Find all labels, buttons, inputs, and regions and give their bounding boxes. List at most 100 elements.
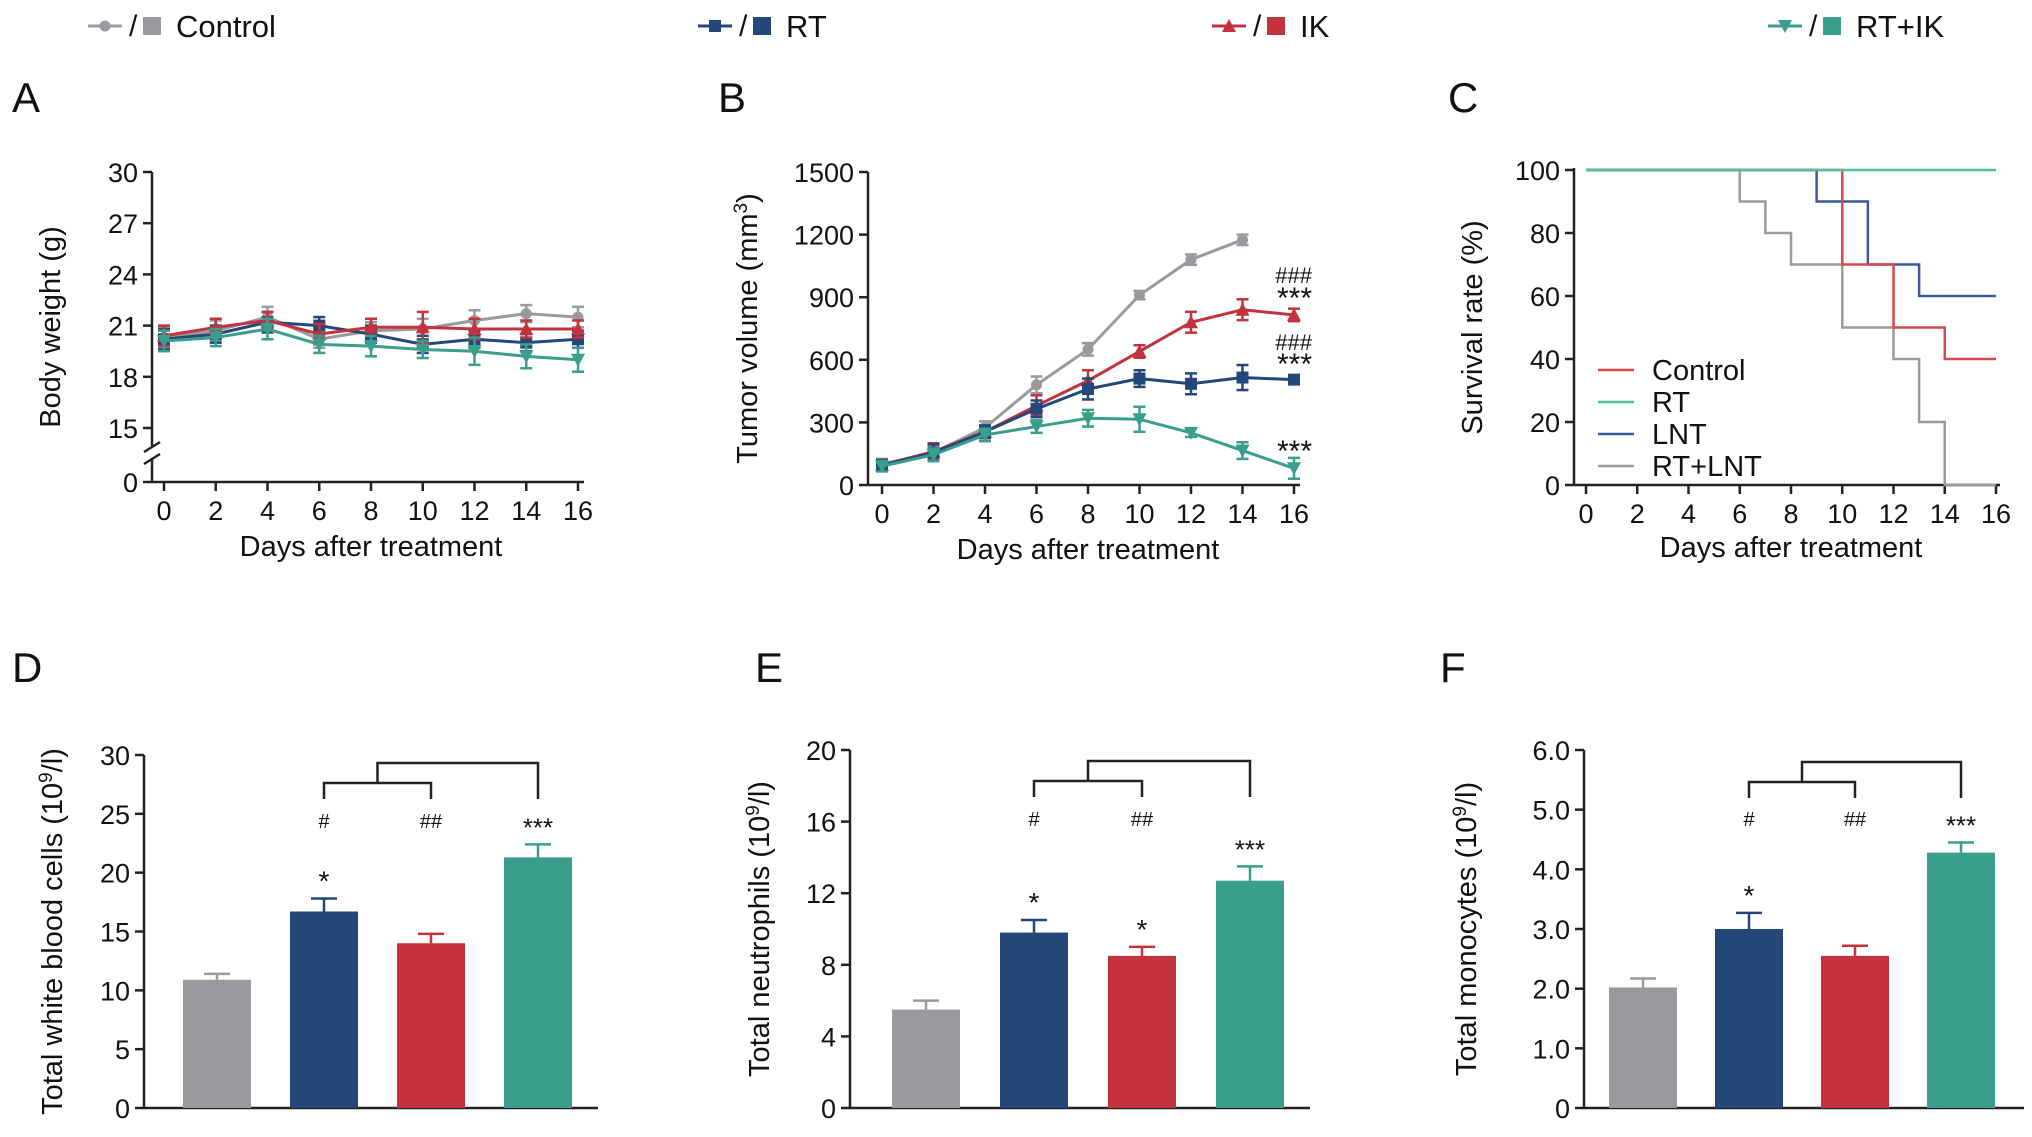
y-tick-label: 15 [100, 918, 130, 948]
legend-sep-control: / [129, 10, 138, 43]
y-tick-label: 20 [1530, 408, 1560, 438]
data-point-ik [364, 320, 378, 334]
y-axis-title: Total white blood cells (109/l) [36, 748, 69, 1115]
x-tick-label: 16 [1981, 499, 2011, 529]
y-axis-title: Body weight (g) [35, 226, 67, 428]
bar-control [892, 1009, 960, 1108]
x-tick-label: 8 [1783, 499, 1798, 529]
x-tick-label: 14 [1930, 499, 1960, 529]
y-tick-label: 18 [108, 363, 138, 393]
legend-square-control [143, 17, 161, 35]
y-tick-label: 20 [100, 859, 130, 889]
data-point-rt [1133, 372, 1146, 385]
y-tick-label: 5 [115, 1035, 130, 1065]
y-tick-label: 10 [100, 976, 130, 1006]
legend-marker-ik [1222, 19, 1236, 32]
panel-f: F 0 1.0 2.0 3.0 4.0 5.0 6.0 Total monocytes (109… [1440, 644, 2024, 1124]
y-axis-title: Survival rate (%) [1457, 220, 1489, 434]
legend-label: RT+LNT [1652, 451, 1762, 483]
y-tick-label: 5.0 [1532, 796, 1570, 826]
legend-label-rtik: RT+IK [1856, 9, 1944, 44]
legend-sep-rt: / [739, 10, 748, 43]
panel-letter: B [718, 74, 746, 121]
y-tick-label: 1200 [794, 221, 854, 251]
significance-hash: ## [1131, 809, 1154, 831]
data-point-rtik [312, 338, 327, 352]
data-point-rt [1185, 377, 1197, 390]
panel-b: B 0 300 600 900 1200 1500 0 2 4 6 8 10 12 14 16 Days aft… [718, 74, 1313, 566]
x-tick-label: 6 [312, 496, 327, 526]
bar-ik [1821, 955, 1889, 1108]
significance-star: * [1029, 887, 1040, 918]
y-tick-label: 30 [108, 158, 138, 188]
bar-rt [1715, 929, 1783, 1108]
significance-star: * [319, 866, 330, 897]
data-point-rtik [978, 428, 992, 442]
y-tick-label: 40 [1530, 345, 1560, 375]
x-tick-label: 4 [977, 499, 992, 529]
data-point-rtik [1132, 413, 1147, 427]
x-tick-label: 12 [459, 496, 489, 526]
significance-label: ### [1275, 263, 1312, 288]
y-tick-label: 16 [806, 808, 836, 838]
significance-star: * [1137, 914, 1148, 945]
significance-hash: # [318, 811, 330, 833]
significance-hash: # [1028, 809, 1040, 831]
data-point-rtik [1081, 412, 1095, 426]
data-point-rt [1236, 371, 1249, 384]
panel-letter: A [12, 74, 40, 121]
data-point-control [1134, 289, 1145, 301]
legend-label: LNT [1652, 419, 1707, 451]
series-ik [157, 310, 585, 348]
legend-label-control: Control [176, 9, 276, 44]
bar-rt [1000, 932, 1068, 1108]
y-tick-label: 20 [806, 736, 836, 766]
x-tick-label: 8 [1080, 499, 1095, 529]
y-tick-label: 60 [1530, 282, 1560, 312]
bar-rtik [1927, 852, 1995, 1108]
x-tick-label: 0 [1578, 499, 1593, 529]
panel-e: E 0 4 8 12 16 20 Total neutrophils (109/l) * # * ##… [743, 644, 1310, 1124]
legend-square-ik [1267, 17, 1285, 35]
bar-rt [290, 911, 358, 1108]
y-tick-label: 100 [1515, 156, 1560, 186]
y-tick-label: 0 [821, 1094, 836, 1124]
comparison-bracket [376, 761, 540, 799]
survival-curve-rt-lnt [1586, 168, 1996, 487]
y-tick-label: 300 [809, 408, 854, 438]
significance-label: *** [1277, 282, 1312, 315]
significance-hash: # [1743, 809, 1755, 831]
y-tick-label: 1500 [794, 158, 854, 188]
x-tick-label: 0 [874, 499, 889, 529]
data-point-rtik [467, 345, 482, 359]
data-point-control [1082, 343, 1094, 355]
comparison-bracket [1747, 780, 1857, 798]
survival-curve-lnt [1586, 168, 1996, 298]
x-tick-label: 14 [1227, 499, 1257, 529]
comparison-bracket [1032, 779, 1144, 797]
data-point-control [1185, 254, 1197, 266]
x-axis-title: Days after treatment [240, 531, 503, 563]
y-axis-title: Total monocytes (109/l) [1450, 782, 1483, 1076]
panel-letter: D [12, 644, 42, 691]
x-tick-label: 2 [1630, 499, 1645, 529]
legend-label-rt: RT [786, 9, 827, 44]
y-tick-label: 27 [108, 209, 138, 239]
y-tick-label: 0 [1555, 1094, 1570, 1124]
x-tick-label: 4 [260, 496, 275, 526]
data-point-rt [572, 333, 584, 346]
data-point-rtik [926, 448, 941, 462]
data-point-ik [467, 322, 482, 336]
data-point-rtik [1235, 444, 1250, 458]
x-tick-label: 16 [563, 496, 593, 526]
y-tick-label: 900 [809, 283, 854, 313]
y-tick-label: 2.0 [1532, 975, 1570, 1005]
data-point-ik [571, 322, 585, 336]
significance-star: *** [1235, 834, 1265, 864]
data-point-control [1237, 234, 1248, 246]
data-point-rtik [875, 460, 889, 474]
data-point-rtik [364, 340, 378, 354]
legend-label: RT [1652, 387, 1690, 419]
